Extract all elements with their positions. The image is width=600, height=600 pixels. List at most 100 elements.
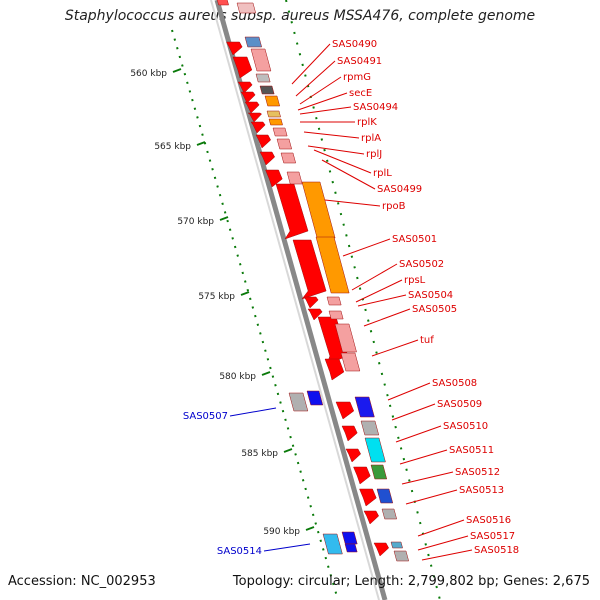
leader-line bbox=[313, 149, 372, 174]
gene-arrow-12 bbox=[292, 239, 327, 300]
gene-label: SAS0517 bbox=[470, 531, 515, 542]
leader-line bbox=[324, 199, 381, 207]
gene-box-6 bbox=[266, 110, 281, 118]
gene-label: rplL bbox=[373, 168, 392, 179]
gene-box-11 bbox=[286, 171, 303, 185]
gene-arrow-14 bbox=[307, 308, 323, 321]
gene-label: SAS0494 bbox=[353, 102, 398, 113]
gene-label: rplK bbox=[357, 117, 377, 128]
gene-label: SAS0510 bbox=[443, 421, 488, 432]
leader-line bbox=[263, 543, 311, 552]
tick-label: 570 kbp bbox=[177, 217, 214, 227]
gene-label: SAS0509 bbox=[437, 399, 482, 410]
accession-label: Accession: NC_002953 bbox=[8, 574, 156, 589]
gene-box-12 bbox=[301, 181, 336, 239]
gene-arrow-7 bbox=[250, 121, 266, 134]
gene-arrow-10 bbox=[265, 169, 283, 188]
tick-mark bbox=[283, 448, 293, 453]
gene-box-9 bbox=[276, 138, 293, 150]
tick-mark bbox=[196, 141, 206, 146]
gene-box-24 bbox=[390, 541, 403, 549]
tick-label: 565 kbp bbox=[154, 142, 191, 152]
tick-label: 575 kbp bbox=[198, 292, 235, 302]
gene-arrow-19 bbox=[345, 448, 362, 463]
gene-label: SAS0490 bbox=[332, 39, 377, 50]
gene-label: SAS0508 bbox=[432, 378, 477, 389]
leader-line bbox=[395, 425, 442, 443]
leader-line bbox=[355, 279, 403, 303]
tick-label: 585 kbp bbox=[241, 449, 278, 459]
tick-label: 560 kbp bbox=[130, 69, 167, 79]
gene-label: SAS0507 bbox=[183, 411, 228, 422]
gene-box-7 bbox=[268, 118, 283, 126]
gene-box-8 bbox=[272, 127, 288, 137]
gene-left-blue-3 bbox=[344, 543, 358, 553]
leader-line bbox=[299, 76, 342, 105]
gene-arrow-8 bbox=[255, 134, 272, 149]
gene-box-18 bbox=[354, 396, 375, 418]
leader-line bbox=[387, 382, 431, 401]
gene-label: rpsL bbox=[404, 275, 426, 286]
dotted-ring-inner bbox=[285, 0, 441, 600]
gene-arrow-4 bbox=[240, 91, 256, 104]
gene-label: SAS0513 bbox=[459, 485, 504, 496]
leader-line bbox=[357, 294, 407, 307]
tick-label: 590 kbp bbox=[263, 527, 300, 537]
gene-box-2 bbox=[250, 48, 272, 72]
genome-summary: Topology: circular; Length: 2,799,802 bp… bbox=[232, 574, 590, 589]
gene-arrow-1 bbox=[226, 41, 243, 56]
gene-left-cyan-2 bbox=[322, 533, 343, 555]
gene-box-10 bbox=[280, 152, 297, 164]
gene-label: tuf bbox=[420, 335, 434, 346]
gene-box-23 bbox=[381, 508, 398, 520]
leader-line bbox=[299, 106, 352, 115]
gene-box-20 bbox=[364, 437, 386, 463]
gene-arrow-9 bbox=[259, 151, 276, 166]
genome-backbone bbox=[214, 0, 388, 600]
leader-line bbox=[303, 131, 360, 139]
leader-line bbox=[295, 60, 336, 97]
gene-arrow-17 bbox=[335, 401, 355, 420]
tick-mark bbox=[219, 216, 229, 221]
gene-label: SAS0501 bbox=[392, 234, 437, 245]
gene-label: SAS0504 bbox=[408, 290, 453, 301]
gene-arrow-18 bbox=[341, 425, 358, 442]
gene-arrow-23 bbox=[373, 542, 390, 557]
gene-box-1 bbox=[244, 36, 263, 48]
gene-box-22 bbox=[376, 488, 394, 504]
leader-line bbox=[297, 92, 348, 111]
gene-box-19 bbox=[360, 420, 380, 436]
gene-box-17 bbox=[340, 352, 361, 372]
gene-label: SAS0502 bbox=[399, 259, 444, 270]
gene-box-4 bbox=[259, 85, 275, 95]
leader-line bbox=[321, 159, 376, 190]
leader-line bbox=[417, 519, 465, 537]
gene-label: rpmG bbox=[343, 72, 371, 83]
gene-label: rpoB bbox=[382, 201, 406, 212]
gene-arrow-20 bbox=[353, 466, 371, 485]
tick-mark bbox=[172, 68, 182, 73]
leader-line bbox=[421, 549, 473, 561]
leader-line bbox=[401, 471, 454, 485]
gene-box-14 bbox=[326, 296, 342, 306]
gene-box-25 bbox=[393, 550, 410, 562]
backbone-shadow bbox=[210, 0, 380, 600]
tick-mark bbox=[240, 291, 250, 296]
gene-arrow-6 bbox=[247, 112, 263, 123]
gene-label: SAS0491 bbox=[337, 56, 382, 67]
gene-arrow-2 bbox=[232, 56, 253, 79]
leader-line bbox=[229, 407, 277, 417]
gene-left-blue-2 bbox=[341, 531, 358, 545]
gene-box-21 bbox=[370, 464, 388, 480]
leader-line bbox=[391, 403, 436, 421]
tick-label: 580 kbp bbox=[219, 372, 256, 382]
gene-label: SAS0511 bbox=[449, 445, 494, 456]
tick-mark bbox=[261, 371, 271, 376]
leader-line bbox=[307, 145, 365, 155]
leader-line bbox=[417, 535, 469, 551]
gene-label: SAS0499 bbox=[377, 184, 422, 195]
leader-line bbox=[371, 339, 419, 357]
gene-arrow-5 bbox=[244, 101, 260, 114]
gene-box-16 bbox=[334, 323, 357, 353]
